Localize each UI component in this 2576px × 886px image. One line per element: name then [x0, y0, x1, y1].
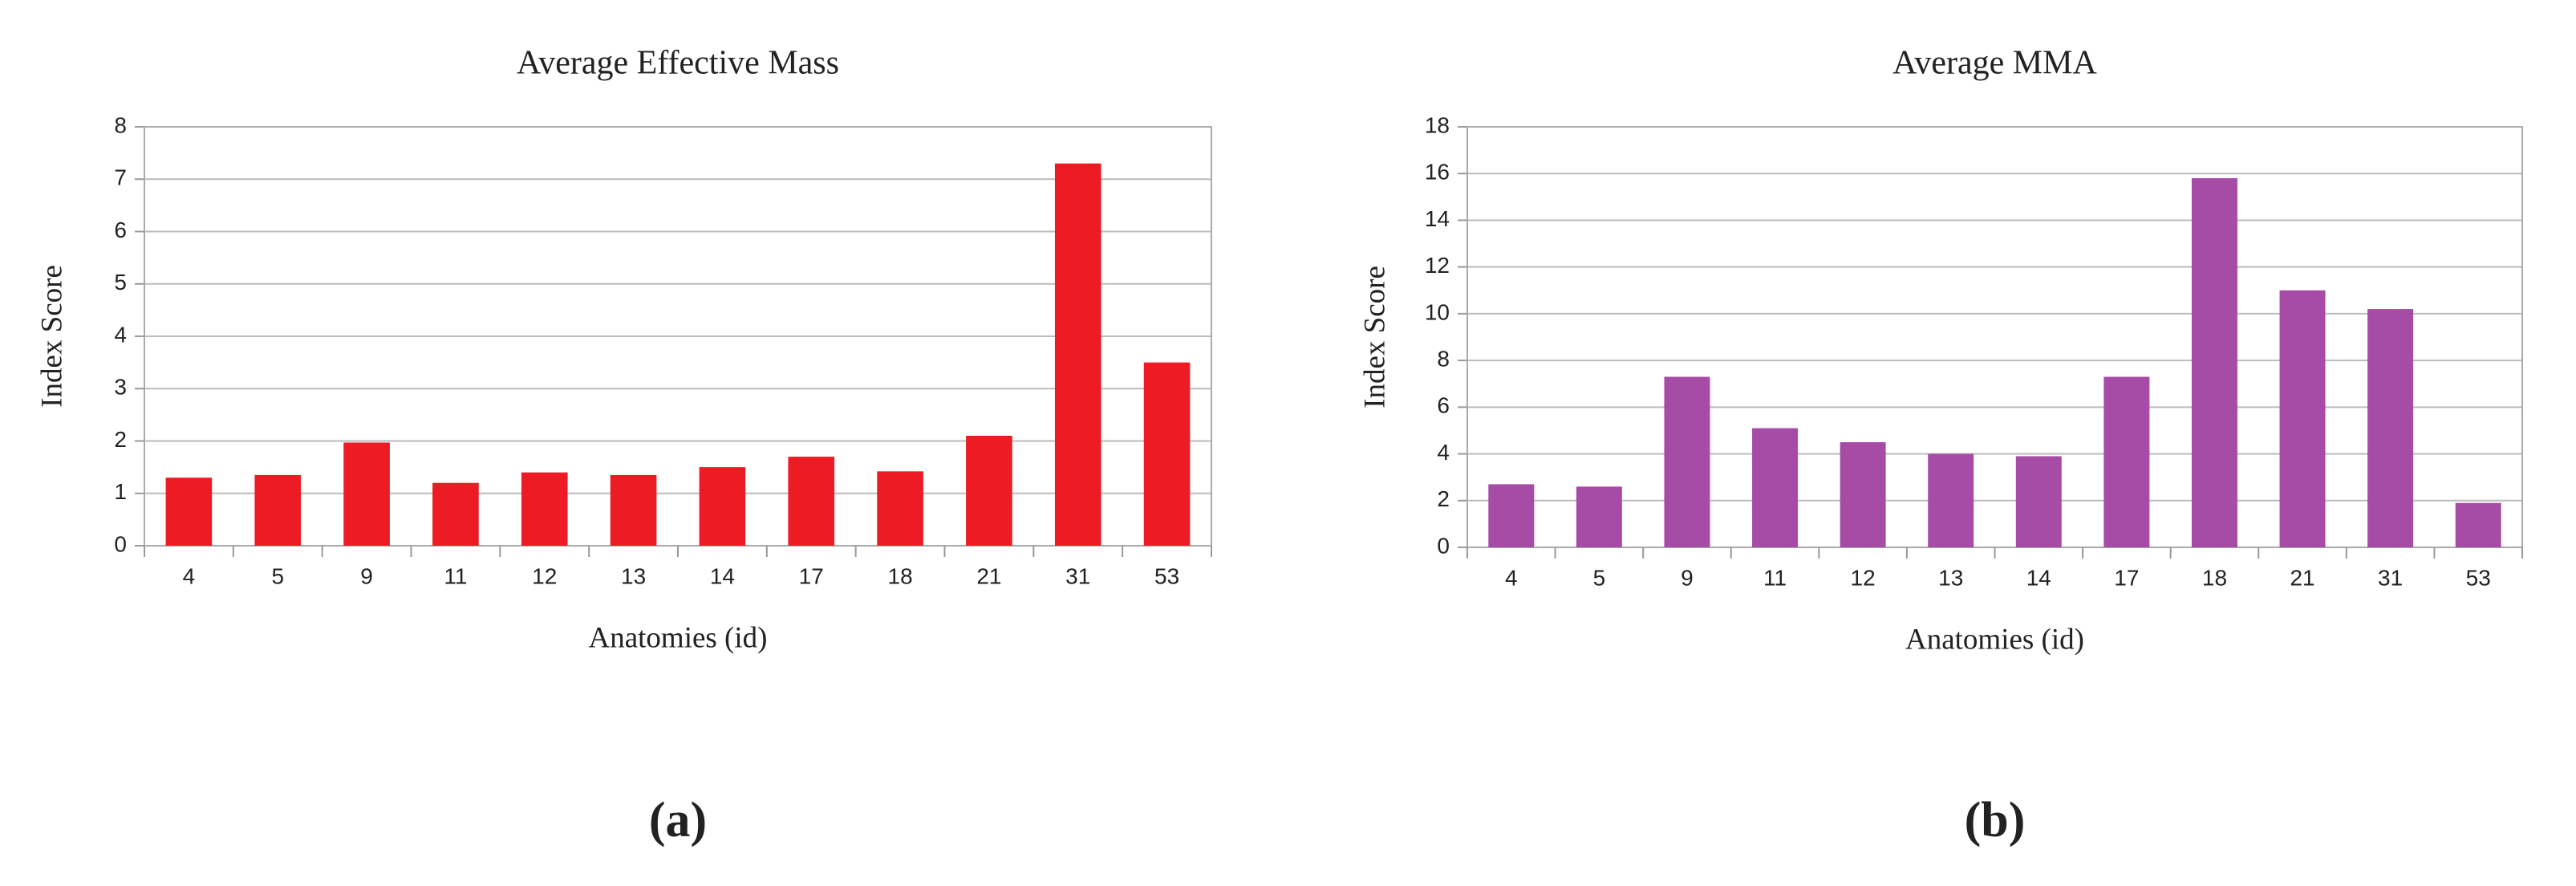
- y-tick-label: 2: [114, 427, 127, 452]
- bar: [788, 457, 835, 546]
- caption: (b): [1965, 793, 2026, 847]
- x-tick-label: 13: [621, 563, 646, 588]
- bar: [1576, 486, 1622, 547]
- y-tick-label: 12: [1425, 253, 1450, 278]
- x-tick-label: 13: [1938, 565, 1963, 590]
- y-tick-label: 10: [1425, 299, 1450, 324]
- x-tick-label: 14: [2026, 565, 2051, 590]
- bar: [966, 435, 1012, 546]
- bar: [2015, 456, 2062, 547]
- plot-frame: [1466, 126, 2523, 548]
- bar: [1488, 484, 1535, 547]
- bar: [2191, 178, 2237, 548]
- bar: [432, 482, 479, 546]
- x-tick-label: 31: [1065, 563, 1090, 588]
- x-tick-label: 17: [2114, 565, 2139, 590]
- y-tick-label: 18: [1425, 112, 1450, 137]
- bar: [1840, 442, 1886, 547]
- x-tick-label: 18: [888, 563, 913, 588]
- bar: [1054, 163, 1101, 547]
- bar: [1143, 362, 1191, 546]
- y-tick-label: 8: [1437, 347, 1450, 372]
- x-tick-label: 31: [2378, 565, 2403, 590]
- y-tick-label: 6: [114, 217, 127, 242]
- bar: [254, 474, 302, 546]
- chart-title: Average MMA: [1892, 45, 2097, 82]
- x-tick-label: 12: [532, 563, 557, 588]
- x-axis-title: Anatomies (id): [1905, 623, 2084, 656]
- x-tick-label: 5: [271, 563, 284, 588]
- y-axis-title: Index Score: [1358, 266, 1391, 408]
- x-tick-label: 21: [2290, 565, 2314, 590]
- y-tick-label: 16: [1425, 160, 1450, 185]
- y-tick-label: 5: [114, 270, 127, 295]
- caption: (a): [649, 793, 707, 847]
- x-tick-label: 14: [710, 563, 735, 588]
- y-axis-title: Index Score: [35, 265, 68, 408]
- bar: [521, 472, 568, 546]
- y-tick-label: 0: [1437, 533, 1450, 558]
- x-tick-label: 5: [1593, 565, 1606, 590]
- bar: [699, 467, 746, 546]
- x-tick-label: 9: [1681, 565, 1694, 590]
- x-tick-label: 53: [2466, 565, 2491, 590]
- bar: [343, 442, 390, 546]
- y-tick-label: 14: [1425, 206, 1450, 231]
- y-tick-label: 2: [1437, 486, 1450, 511]
- x-tick-label: 4: [183, 563, 196, 588]
- bar: [165, 478, 213, 546]
- bar: [1752, 428, 1799, 547]
- x-tick-label: 4: [1505, 565, 1518, 590]
- x-tick-label: 17: [799, 563, 824, 588]
- chart-title: Average Effective Mass: [517, 45, 839, 82]
- y-tick-label: 4: [1437, 440, 1450, 465]
- bar: [877, 471, 923, 546]
- x-tick-label: 18: [2202, 565, 2227, 590]
- x-tick-label: 11: [1763, 565, 1787, 590]
- x-tick-label: 21: [976, 563, 1001, 588]
- bar: [1664, 376, 1710, 547]
- x-tick-label: 9: [360, 563, 373, 588]
- bar: [610, 474, 657, 546]
- x-tick-label: 12: [1851, 565, 1876, 590]
- bar: [2455, 502, 2501, 547]
- y-tick-label: 1: [114, 479, 127, 504]
- y-tick-label: 8: [114, 112, 127, 137]
- y-tick-label: 6: [1437, 393, 1450, 418]
- bar: [2279, 290, 2326, 547]
- y-tick-label: 7: [114, 165, 127, 190]
- x-axis-title: Anatomies (id): [589, 621, 768, 654]
- x-tick-label: 11: [444, 563, 467, 588]
- bar: [1928, 453, 1974, 547]
- x-tick-label: 53: [1154, 563, 1179, 588]
- y-tick-label: 4: [114, 322, 127, 347]
- y-tick-label: 3: [114, 375, 127, 400]
- bar: [2103, 376, 2150, 547]
- y-tick-label: 0: [114, 531, 127, 556]
- bar: [2367, 309, 2414, 547]
